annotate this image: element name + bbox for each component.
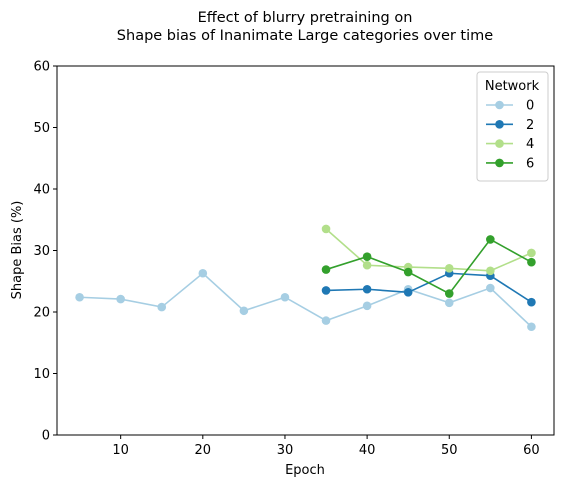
data-point (362, 284, 372, 294)
data-point (527, 248, 536, 258)
x-tick-label: 60 (523, 443, 540, 458)
chart-title: Effect of blurry pretraining on (198, 10, 413, 26)
data-point (321, 286, 331, 295)
x-tick-label: 20 (195, 443, 212, 458)
data-point (362, 301, 372, 311)
data-point (321, 224, 331, 234)
data-point (527, 297, 536, 307)
x-axis: 10 20 30 40 50 60 (112, 435, 540, 458)
data-point (403, 288, 413, 297)
y-axis-label: Shape Bias (%) (10, 201, 25, 300)
data-point (444, 264, 454, 273)
axes-frame (56, 65, 555, 436)
legend-marker (495, 158, 504, 168)
y-tick-label: 50 (33, 121, 50, 136)
series-line (325, 228, 532, 272)
data-point (444, 289, 454, 298)
data-point (198, 268, 208, 278)
series-4 (321, 224, 536, 276)
data-point (116, 294, 125, 304)
data-point (527, 322, 536, 332)
data-point (527, 257, 536, 267)
data-point (321, 316, 331, 325)
x-tick-label: 50 (441, 443, 458, 458)
data-point (403, 267, 413, 277)
y-tick-label: 30 (33, 244, 50, 259)
legend-frame (476, 71, 549, 182)
data-point (444, 298, 454, 308)
legend-item: 4 (486, 137, 534, 152)
series-line (79, 272, 532, 328)
legend-label: 6 (526, 156, 534, 171)
data-point (280, 292, 290, 302)
y-tick-label: 20 (33, 306, 50, 321)
y-tick-label: 60 (33, 60, 50, 75)
legend-item: 6 (486, 156, 534, 171)
data-point (362, 260, 372, 270)
legend-item: 0 (486, 99, 534, 114)
legend-title: Network (485, 79, 540, 94)
y-tick-label: 10 (33, 367, 50, 382)
x-tick-label: 40 (359, 443, 376, 458)
series-6 (321, 235, 536, 298)
data-point (321, 265, 331, 274)
data-point (486, 235, 495, 244)
chart-subtitle: Shape bias of Inanimate Large categories… (117, 28, 493, 44)
legend-marker (495, 139, 504, 148)
legend-marker (495, 100, 504, 110)
data-point (486, 283, 495, 293)
series-line (325, 238, 532, 295)
y-tick-label: 40 (33, 183, 50, 198)
legend-label: 4 (526, 137, 534, 152)
x-axis-label: Epoch (285, 463, 325, 478)
y-tick-label: 0 (42, 429, 50, 444)
data-point (362, 252, 372, 261)
legend-item: 2 (486, 118, 534, 133)
legend-marker (495, 120, 504, 129)
legend-label: 2 (526, 118, 534, 133)
y-axis: 0 10 20 30 40 50 60 (33, 60, 57, 444)
legend-label: 0 (526, 99, 534, 114)
x-tick-label: 30 (277, 443, 294, 458)
legend: Network 0 2 4 6 (476, 71, 549, 182)
data-point (157, 302, 167, 312)
x-tick-label: 10 (112, 443, 129, 458)
data-point (239, 306, 249, 316)
plot-area (75, 224, 536, 332)
data-point (75, 292, 84, 302)
data-point (486, 266, 495, 276)
series-0 (75, 268, 536, 332)
